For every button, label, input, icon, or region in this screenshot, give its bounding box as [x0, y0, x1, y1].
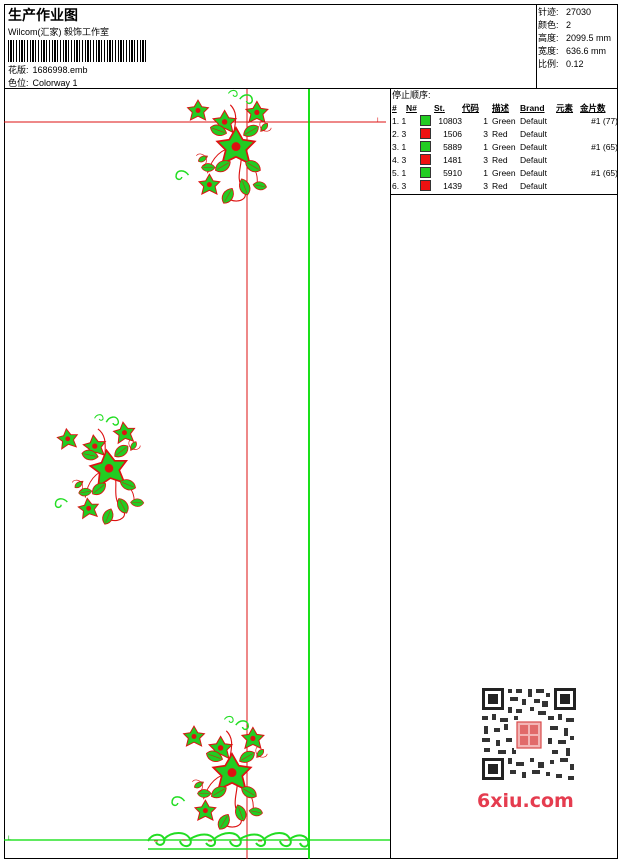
motif-middle	[44, 410, 152, 534]
svg-text:L: L	[8, 836, 12, 842]
page-title: 生产作业图	[8, 8, 78, 24]
col-header-needle: N#	[406, 102, 417, 113]
barcode	[8, 40, 146, 62]
color-swatch	[420, 141, 431, 153]
table-row: 2. 3 1506 3 Red Default	[392, 128, 547, 140]
table-row: 6. 3 1439 3 Red Default	[392, 180, 547, 192]
embroidery-preview: L L	[4, 89, 390, 859]
studio-subtitle: Wilcom(汇家) 毅饰工作室	[8, 27, 109, 37]
svg-text:L: L	[377, 118, 381, 124]
table-row: 3. 1 5889 1 Green Default #1 (65)	[392, 141, 618, 153]
colorway-row: 色位: Colorway 1	[8, 76, 78, 89]
design-value: 1686998.emb	[32, 65, 88, 75]
colorway-label: 色位:	[8, 78, 29, 88]
bottom-border-scroll	[147, 832, 310, 850]
color-swatch	[420, 128, 431, 140]
table-row: 1. 1 10803 1 Green Default #1 (77)	[392, 115, 618, 127]
stop-sequence-panel: 停止顺序: # N# St. 代码 描述 Brand 元素 金片数 1. 1	[392, 89, 618, 192]
panel-divider	[390, 89, 391, 859]
header-divider	[536, 4, 537, 88]
header: 生产作业图 Wilcom(汇家) 毅饰工作室 花版: 1686998.emb 色位…	[5, 5, 537, 88]
stat-colors: 颜色: 2	[538, 20, 572, 30]
design-canvas: L L	[4, 89, 390, 859]
col-header-swatch	[420, 101, 434, 114]
watermark-stamp	[516, 721, 542, 749]
design-file-row: 花版: 1686998.emb	[8, 63, 88, 76]
table-header-row: # N# St. 代码 描述 Brand 元素 金片数	[392, 101, 618, 114]
color-swatch	[420, 167, 431, 179]
colorway-value: Colorway 1	[32, 78, 78, 88]
col-header-sequin: 金片数	[580, 102, 606, 113]
qr-code	[470, 680, 585, 788]
col-header-description: 描述	[492, 102, 510, 113]
col-header-brand: Brand	[520, 102, 545, 113]
page-frame	[4, 4, 618, 859]
stat-height: 高度: 2099.5 mm	[538, 33, 612, 43]
stat-scale: 比例: 0.12	[538, 59, 584, 69]
table-row: 5. 1 5910 1 Green Default #1 (65)	[392, 167, 618, 179]
stop-sequence-bottom-divider	[390, 194, 618, 195]
motif-bottom	[172, 716, 268, 831]
stat-width: 宽度: 636.6 mm	[538, 46, 607, 56]
bottom-border-red-accents	[154, 839, 288, 842]
stats-panel: 针迹: 27030 颜色: 2 高度: 2099.5 mm 宽度: 636.6 mm 比…	[538, 6, 618, 71]
col-header-code: 代码	[462, 102, 480, 113]
stop-sequence-table: # N# St. 代码 描述 Brand 元素 金片数 1. 1 10803 1…	[392, 101, 618, 192]
table-row: 4. 3 1481 3 Red Default	[392, 154, 547, 166]
watermark-site: 6xiu.com	[477, 790, 574, 812]
col-header-stitches: St.	[434, 102, 445, 113]
color-swatch	[420, 115, 431, 127]
motif-top	[176, 90, 272, 205]
stop-sequence-title: 停止顺序:	[392, 90, 431, 100]
stat-stitches: 针迹: 27030	[538, 7, 592, 17]
qr-code-graphic	[478, 685, 578, 785]
design-label: 花版:	[8, 65, 29, 75]
color-swatch	[420, 180, 431, 192]
col-header-index: #	[392, 102, 397, 113]
col-header-element: 元素	[556, 102, 574, 113]
color-swatch	[420, 154, 431, 166]
header-bottom-divider	[4, 88, 618, 89]
